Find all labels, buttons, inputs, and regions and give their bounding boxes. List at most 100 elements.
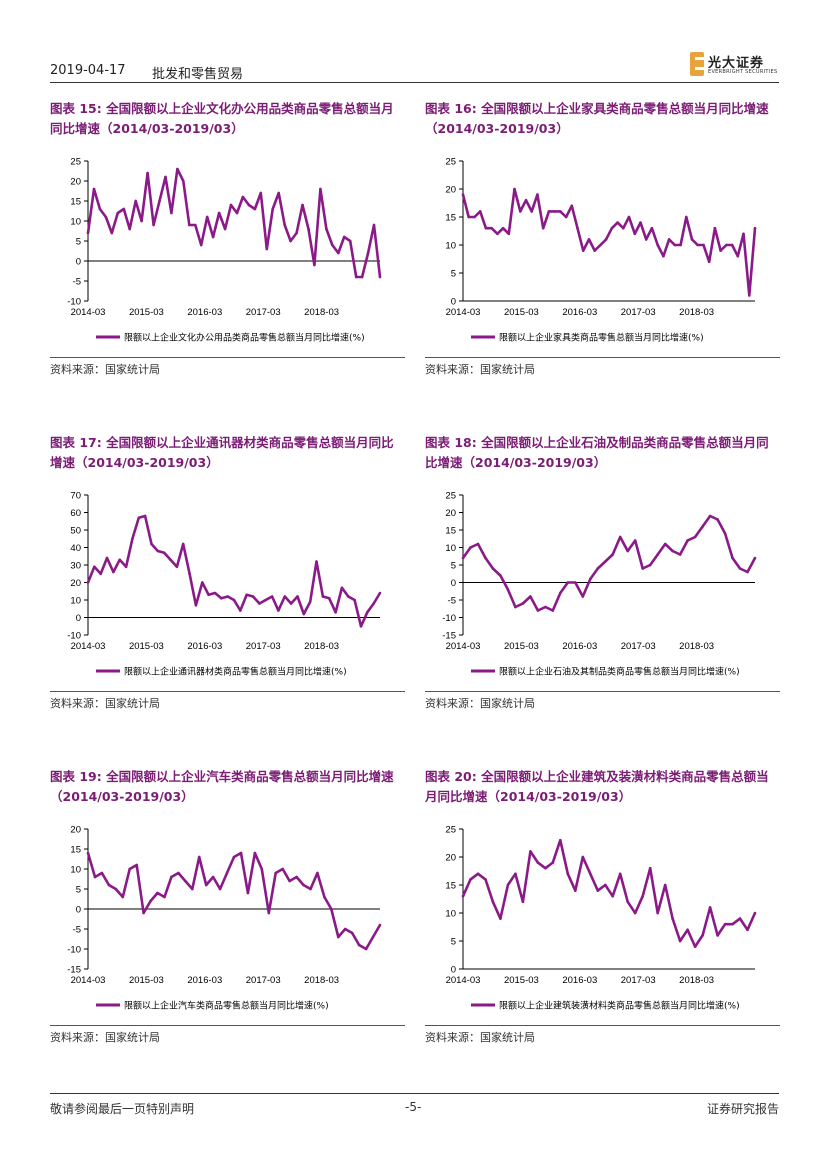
data-point [544,866,547,870]
data-point [92,187,96,191]
y-tick-label: -5 [73,925,81,936]
y-tick-label: 5 [76,237,81,248]
data-point [149,899,152,903]
data-point [587,238,591,241]
y-tick-label: 0 [76,257,81,268]
data-point [357,943,361,947]
data-point [501,226,505,230]
data-point [295,231,298,235]
data-point [616,221,619,224]
data-point [323,895,326,899]
data-point [693,535,697,539]
data-point [118,558,121,562]
data-point [499,574,502,577]
data-point [107,883,111,887]
data-point [360,275,364,279]
data-point [566,581,570,584]
y-tick-label: 10 [70,865,81,876]
data-point [194,604,198,607]
logo-cn: 光大证券 [708,56,765,71]
data-point [730,243,734,247]
data-point [277,609,280,612]
data-point [288,879,291,883]
data-point [529,850,532,853]
y-tick-label: 20 [70,578,81,589]
data-point [469,878,472,881]
data-point [461,193,465,196]
data-point [158,199,161,203]
data-point [574,581,577,584]
x-tick-label: 2017-03 [621,641,656,652]
data-point [182,179,185,183]
source-note: 资料来源：国家统计局 [50,1031,160,1044]
data-point [137,516,141,520]
data-point [156,549,160,553]
data-point [506,588,510,591]
x-tick-label: 2014-03 [446,307,481,318]
x-tick-label: 2018-03 [304,975,339,986]
data-point [544,605,547,609]
data-point [519,210,522,213]
data-point [188,223,191,227]
data-point [656,553,659,556]
data-point [530,210,533,213]
data-point [359,625,363,628]
data-point [86,231,90,235]
figure-title: 图表 19: 全国限额以上企业汽车类商品零售总额当月同比增速（2014/03-2… [50,769,394,804]
data-point [566,872,570,876]
data-point [476,542,480,546]
data-point [524,198,528,202]
data-point [610,226,614,230]
data-point [197,855,201,859]
logo-en: EVERBRIGHT SECURITIES [708,69,778,75]
data-point [353,598,356,602]
data-point [235,211,239,215]
data-point [302,612,306,616]
brand-logo: 光大证券 EVERBRIGHT SECURITIES [690,52,780,80]
data-point [650,226,654,230]
data-point [122,207,126,211]
y-tick-label: 70 [70,491,81,502]
legend-label: 限额以上企业石油及其制品类商品零售总额当月同比增速(%) [499,666,740,678]
data-point [746,570,749,574]
data-point [536,861,540,864]
data-point [265,247,269,251]
data-point [581,855,585,859]
x-tick-label: 2016-03 [562,975,597,986]
source-note: 资料来源：国家统计局 [50,697,160,710]
data-point [296,595,299,598]
data-point [604,560,607,563]
data-point [247,203,251,207]
data-point [258,602,261,605]
data-point [576,226,579,230]
x-tick-label: 2015-03 [504,307,539,318]
data-point [140,219,143,223]
data-point [205,215,209,219]
data-point [366,251,370,255]
data-point [191,887,194,891]
y-tick-label: 15 [445,213,456,224]
data-point [716,934,719,937]
data-point [199,243,203,247]
x-tick-label: 2014-03 [446,975,481,986]
data-point [211,235,215,239]
data-point [204,883,208,887]
data-point [499,917,502,920]
figure-title: 图表 17: 全国限额以上企业通讯器材类商品零售总额当月同比增速（2014/03… [50,435,394,470]
x-tick-label: 2017-03 [246,975,281,986]
data-point [213,591,217,595]
data-point [633,539,637,542]
data-point [641,567,644,570]
data-point [170,211,173,215]
data-point [239,851,243,855]
header-divider [50,82,779,83]
data-point [325,227,328,231]
data-point [513,187,516,191]
chart-18: -15 -10 -5 0 5 10 15 20 25 2014-03 2015-03 2016-03 2… [442,491,757,678]
data-point [93,875,97,879]
source-divider [50,691,405,692]
data-point [245,593,248,597]
y-tick-label: 0 [451,297,456,308]
y-tick-label: 10 [445,543,456,554]
data-point [142,911,145,915]
